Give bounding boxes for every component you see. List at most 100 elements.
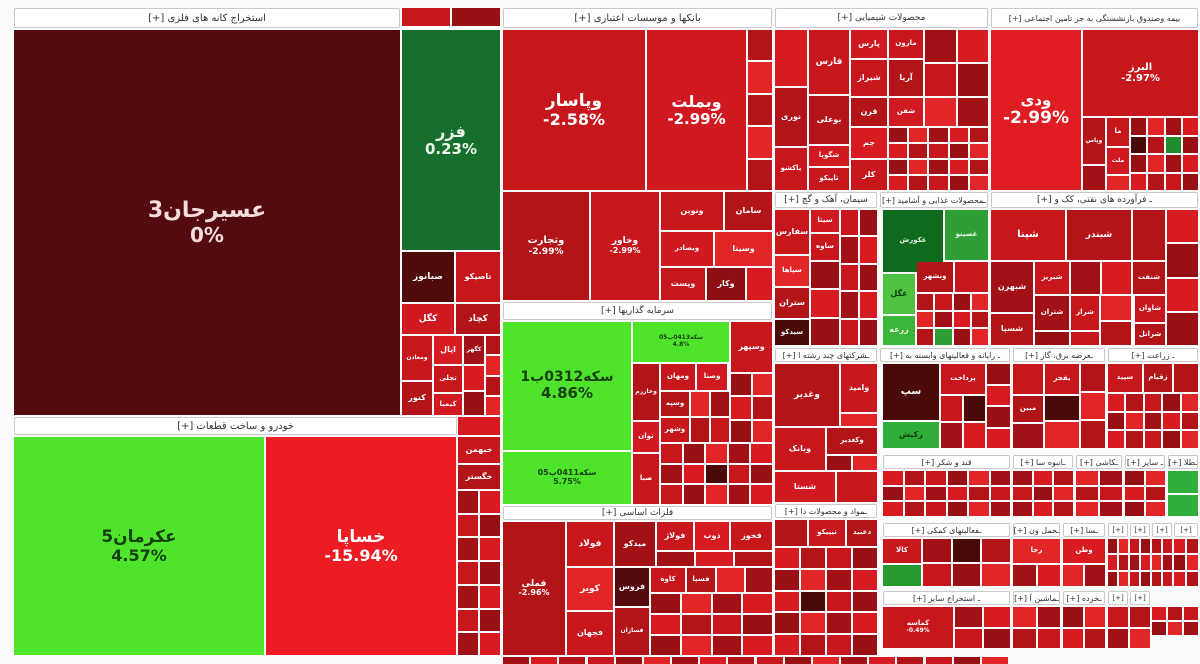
treemap-tile[interactable]: شفن <box>889 98 923 126</box>
treemap-tile[interactable]: شبهرن <box>991 262 1033 312</box>
treemap-tile-small[interactable] <box>1182 173 1198 190</box>
treemap-tile[interactable]: صبانور <box>402 252 454 302</box>
treemap-tile-small[interactable] <box>1013 364 1043 394</box>
treemap-tile-small[interactable] <box>775 613 799 634</box>
treemap-tile-small[interactable] <box>982 563 1010 586</box>
section-header-retail[interactable]: ـخرده [+] <box>1063 591 1105 605</box>
treemap-tile[interactable]: آریا <box>889 60 923 96</box>
section-header-tiny-3[interactable]: [+] <box>1152 523 1172 537</box>
treemap-tile-small[interactable] <box>964 396 985 421</box>
treemap-tile-small[interactable] <box>747 268 772 300</box>
treemap-tile-small[interactable] <box>971 311 988 328</box>
treemap-tile-small[interactable] <box>1013 424 1043 448</box>
treemap-tile-small[interactable] <box>784 657 811 664</box>
treemap-tile-small[interactable] <box>503 657 530 664</box>
treemap-tile-small[interactable] <box>752 397 772 419</box>
treemap-tile[interactable]: فسازان <box>615 608 649 655</box>
treemap-tile-small[interactable] <box>480 609 500 632</box>
treemap-tile-small[interactable] <box>969 176 988 190</box>
treemap-tile-small[interactable] <box>941 396 962 421</box>
treemap-tile-small[interactable] <box>841 210 858 236</box>
treemap-tile[interactable]: سکه0411پ05 5.75% <box>503 452 631 504</box>
treemap-tile-small[interactable] <box>853 635 877 655</box>
treemap-tile[interactable]: کگل <box>402 304 454 334</box>
treemap-tile-small[interactable] <box>458 491 478 513</box>
treemap-tile-small[interactable] <box>949 176 968 190</box>
treemap-tile-small[interactable] <box>929 160 948 174</box>
treemap-tile-small[interactable] <box>691 418 709 442</box>
treemap-tile[interactable]: سکه0413پ05 4.8% <box>633 322 729 362</box>
treemap-tile-small[interactable] <box>1126 431 1143 448</box>
treemap-tile[interactable]: کیمیا <box>434 394 462 415</box>
treemap-tile[interactable]: عکرمان5 4.57% <box>14 437 264 655</box>
treemap-tile-small[interactable] <box>925 64 956 96</box>
section-header-auxiliary-activities[interactable]: ـفعالیتهای کمکی [+] <box>883 523 1010 537</box>
treemap-tile-small[interactable] <box>1163 431 1180 448</box>
treemap-tile[interactable]: قرن <box>851 98 887 126</box>
treemap-tile-small[interactable] <box>661 464 682 484</box>
treemap-tile-small[interactable] <box>1063 607 1083 627</box>
section-header-oil-products[interactable]: ـ فرآورده های نفتی، کک و [+] <box>991 192 1198 208</box>
treemap-tile-small[interactable] <box>743 636 772 655</box>
treemap-tile-small[interactable] <box>1148 155 1164 172</box>
treemap-tile[interactable]: فسپا <box>687 568 715 592</box>
treemap-tile[interactable]: وسینا <box>715 232 772 266</box>
treemap-tile-small[interactable] <box>883 471 903 485</box>
treemap-tile[interactable]: عسیرجان3 0% <box>14 30 400 415</box>
treemap-tile[interactable]: شپنا <box>991 210 1065 260</box>
treemap-tile-small[interactable] <box>860 292 877 318</box>
treemap-tile[interactable]: پارس <box>851 30 887 58</box>
treemap-tile[interactable]: وپست <box>661 268 705 300</box>
treemap-tile-small[interactable] <box>1174 539 1185 554</box>
treemap-tile-small[interactable] <box>751 464 772 484</box>
treemap-tile[interactable]: فارس <box>809 30 849 94</box>
treemap-tile-small[interactable] <box>841 414 877 426</box>
treemap-tile-small[interactable] <box>917 329 934 345</box>
treemap-tile-small[interactable] <box>775 548 799 568</box>
treemap-tile-small[interactable] <box>1125 502 1144 516</box>
treemap-tile[interactable]: کنور <box>402 382 432 415</box>
treemap-tile-small[interactable] <box>917 294 934 310</box>
treemap-tile-small[interactable] <box>1131 155 1147 172</box>
treemap-tile[interactable]: بفجر <box>1045 364 1079 394</box>
treemap-tile-small[interactable] <box>748 30 772 61</box>
treemap-tile[interactable]: وکغدیر <box>827 428 877 454</box>
treemap-tile[interactable]: جم <box>851 128 887 158</box>
treemap-tile[interactable]: کالا <box>883 539 921 563</box>
treemap-tile-small[interactable] <box>1102 262 1131 294</box>
section-header-other-mining[interactable]: ـ استخراج سایر [+] <box>883 591 1010 605</box>
treemap-tile-small[interactable] <box>1163 571 1172 586</box>
treemap-tile-small[interactable] <box>748 159 772 190</box>
treemap-tile-small[interactable] <box>925 98 956 126</box>
section-header-tiny-5[interactable]: [+] <box>1108 591 1128 605</box>
section-header-insurance-pension[interactable]: بیمه وصندوق بازنشستگی به جز تامین اجتماع… <box>991 8 1198 28</box>
treemap-tile-small[interactable] <box>1076 471 1098 485</box>
treemap-tile-small[interactable] <box>883 565 921 586</box>
treemap-tile-small[interactable] <box>1163 539 1172 554</box>
treemap-tile-small[interactable] <box>711 418 729 442</box>
treemap-tile-small[interactable] <box>909 176 928 190</box>
treemap-tile[interactable]: سفارس <box>775 210 809 254</box>
treemap-tile[interactable]: ومعادن <box>402 336 432 380</box>
section-header-tiny-1[interactable]: [+] <box>1108 523 1128 537</box>
treemap-tile-small[interactable] <box>748 62 772 93</box>
treemap-tile-small[interactable] <box>883 502 903 516</box>
treemap-tile-small[interactable] <box>1126 412 1143 430</box>
treemap-tile-small[interactable] <box>712 636 742 655</box>
treemap-tile-small[interactable] <box>1174 364 1198 392</box>
treemap-tile[interactable]: غکورش <box>883 210 943 272</box>
treemap-tile-small[interactable] <box>1083 166 1105 190</box>
treemap-tile-small[interactable] <box>841 292 858 318</box>
treemap-tile[interactable]: شراز <box>1071 296 1099 330</box>
treemap-tile-small[interactable] <box>480 633 500 655</box>
treemap-tile-small[interactable] <box>860 237 877 263</box>
treemap-tile-small[interactable] <box>923 539 951 562</box>
treemap-tile[interactable]: فملی -2.96% <box>503 522 565 655</box>
treemap-tile-small[interactable] <box>1108 412 1125 430</box>
treemap-tile-small[interactable] <box>1063 628 1083 648</box>
treemap-tile[interactable]: تیپیکو <box>809 520 845 546</box>
treemap-tile-small[interactable] <box>987 428 1010 448</box>
treemap-tile-small[interactable] <box>717 568 744 592</box>
treemap-tile-small[interactable] <box>1101 321 1131 345</box>
treemap-tile-small[interactable] <box>827 635 851 655</box>
